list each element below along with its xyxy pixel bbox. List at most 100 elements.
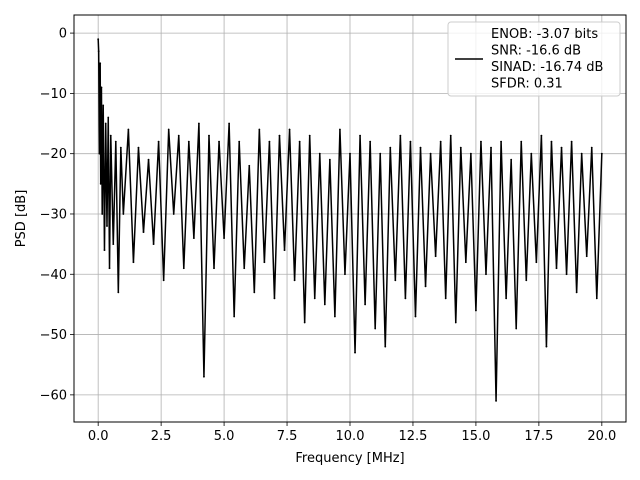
psd-data-point	[313, 297, 316, 300]
psd-data-point	[323, 303, 326, 306]
psd-data-point	[439, 140, 442, 143]
psd-data-point	[429, 152, 432, 155]
psd-data-point	[349, 152, 351, 155]
psd-data-point	[98, 152, 101, 155]
y-axis-label: PSD [dB]	[14, 190, 29, 248]
psd-data-point	[142, 231, 145, 233]
psd-data-point	[535, 261, 538, 264]
psd-data-point	[137, 146, 140, 149]
psd-data-point	[119, 146, 122, 149]
psd-data-point	[525, 279, 528, 282]
psd-data-point	[127, 128, 130, 131]
psd-data-point	[500, 140, 502, 143]
psd-data-point	[414, 315, 417, 318]
psd-data-point	[595, 297, 598, 300]
psd-data-point	[555, 267, 558, 270]
psd-data-point	[434, 255, 437, 258]
plot-series	[97, 38, 603, 402]
psd-data-point	[187, 140, 190, 143]
x-tick-label: 10.0	[336, 429, 365, 444]
psd-data-point	[424, 285, 427, 288]
psd-data-point	[459, 146, 462, 149]
psd-data-point	[344, 273, 346, 276]
psd-data-point	[369, 140, 372, 143]
psd-data-point	[243, 267, 246, 270]
x-tick-label: 17.5	[524, 429, 553, 444]
psd-data-point	[480, 140, 482, 143]
psd-data-point	[203, 375, 205, 378]
x-axis-label: Frequency [MHz]	[295, 451, 404, 466]
psd-data-point	[379, 152, 382, 155]
psd-data-point	[100, 86, 103, 89]
psd-data-point	[182, 267, 185, 270]
psd-data-point	[192, 237, 195, 240]
psd-data-point	[333, 315, 336, 318]
psd-data-point	[283, 249, 286, 252]
legend-box	[447, 21, 621, 97]
psd-data-point	[454, 321, 457, 324]
psd-data-point	[288, 128, 291, 131]
psd-data-point	[384, 345, 387, 348]
psd-data-point	[122, 213, 125, 215]
psd-data-point	[530, 152, 533, 155]
psd-data-point	[565, 273, 568, 276]
psd-data-point	[510, 158, 513, 161]
psd-data-point	[515, 327, 518, 330]
psd-data-point	[208, 134, 210, 137]
psd-data-point	[157, 140, 160, 143]
psd-data-point	[106, 225, 108, 227]
psd-data-point	[147, 158, 150, 161]
psd-data-point	[167, 128, 170, 131]
psd-data-point	[374, 327, 377, 330]
psd-data-point	[114, 140, 117, 143]
psd-data-point	[152, 243, 155, 246]
psd-data-point	[409, 140, 412, 143]
legend-entry: SFDR: 0.31	[491, 77, 563, 92]
psd-data-point	[117, 291, 120, 294]
psd-data-point	[485, 273, 487, 276]
psd-data-point	[102, 104, 105, 107]
psd-data-point	[213, 267, 215, 270]
psd-data-point	[218, 140, 220, 143]
psd-data-point	[580, 152, 583, 155]
psd-data-point	[198, 122, 200, 125]
psd-data-point	[228, 122, 231, 125]
y-tick-label: 0	[59, 27, 67, 42]
x-tick-label: 20.0	[587, 429, 616, 444]
psd-data-point	[104, 122, 107, 125]
x-tick-label: 2.5	[151, 429, 172, 444]
y-tick-label: −20	[40, 147, 67, 162]
psd-data-point	[475, 309, 477, 312]
psd-data-point	[109, 134, 112, 137]
psd-data-point	[444, 297, 447, 300]
psd-data-point	[177, 134, 180, 137]
y-tick-label: −30	[40, 207, 67, 222]
x-tick-label: 15.0	[461, 429, 490, 444]
psd-data-point	[520, 140, 523, 143]
psd-data-point	[404, 297, 407, 300]
x-tick-label: 7.5	[277, 429, 298, 444]
x-axis-ticks: 0.0 2.5 5.0 7.5 10.0 12.5 15.0 17.5 20.0	[88, 422, 616, 444]
plot-frame	[73, 14, 627, 423]
psd-data-point	[464, 261, 467, 264]
psd-data-point	[162, 279, 165, 282]
y-tick-label: −40	[40, 268, 67, 283]
psd-data-point	[107, 116, 110, 119]
psd-data-point	[238, 140, 241, 143]
psd-data-point	[172, 213, 175, 215]
psd-data-point	[233, 315, 236, 318]
psd-data-point	[560, 146, 563, 149]
psd-data-point	[585, 255, 588, 258]
psd-data-point	[112, 243, 115, 246]
psd-data-point	[253, 291, 256, 294]
psd-data-point	[449, 134, 452, 137]
psd-data-point	[505, 297, 508, 300]
psd-data-point	[258, 128, 261, 131]
psd-data-point	[399, 134, 402, 137]
psd-data-point	[99, 62, 102, 65]
psd-data-point	[354, 351, 356, 354]
psd-data-point	[97, 50, 100, 53]
legend-entry: ENOB: -3.07 bits	[491, 27, 598, 42]
psd-data-point	[132, 261, 135, 264]
y-tick-label: −50	[40, 328, 67, 343]
